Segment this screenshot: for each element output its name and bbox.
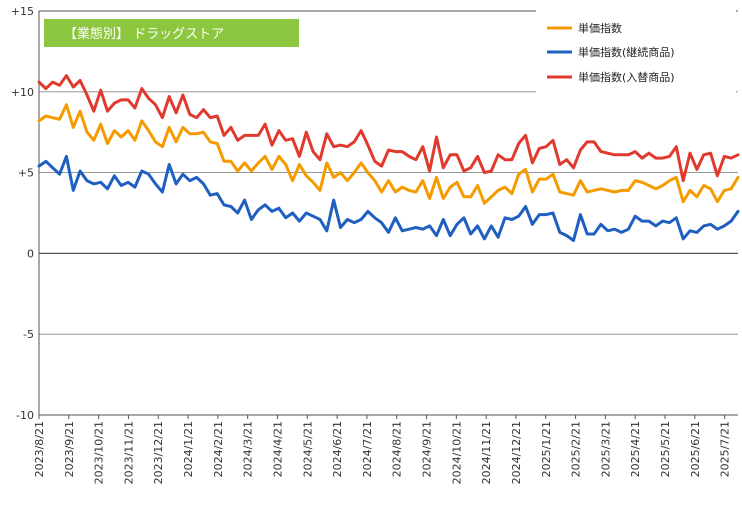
chart-title: 【業態別】 ドラッグストア	[64, 26, 224, 42]
y-tick-label-5: -10	[16, 409, 34, 422]
x-tick-label-12: 2024/8/21	[391, 421, 404, 477]
x-tick-label-9: 2024/5/21	[301, 421, 314, 477]
legend: 単価指数 単価指数(継続商品) 単価指数(入替商品)	[536, 8, 736, 94]
legend-label-2: 単価指数(入替商品)	[578, 70, 675, 84]
x-tick-label-19: 2025/3/21	[599, 421, 612, 477]
chart-title-background	[44, 19, 299, 47]
legend-item-0: 単価指数	[547, 21, 622, 35]
chart-title-box: 【業態別】 ドラッグストア	[44, 19, 299, 47]
y-tick-label-2: +5	[18, 167, 34, 180]
x-tick-label-17: 2025/1/21	[540, 421, 553, 477]
legend-label-1: 単価指数(継続商品)	[578, 45, 675, 59]
gridlines	[38, 10, 738, 416]
legend-item-2: 単価指数(入替商品)	[547, 70, 675, 84]
x-tick-label-22: 2025/6/21	[689, 421, 702, 477]
x-tick-label-20: 2025/4/21	[629, 421, 642, 477]
x-tick-label-3: 2023/11/21	[122, 421, 135, 484]
x-tick-label-18: 2025/2/21	[570, 421, 583, 477]
x-axis-ticks: 2023/8/21 2023/9/21 2023/10/21 2023/11/21 20…	[33, 415, 732, 484]
y-tick-label-3: 0	[27, 247, 34, 260]
series-line-2	[37, 74, 740, 183]
x-tick-label-15: 2024/11/21	[480, 421, 493, 484]
y-tick-label-4: -5	[23, 328, 34, 341]
x-tick-label-10: 2024/6/21	[331, 421, 344, 477]
series-lines	[37, 74, 740, 242]
series-line-0	[37, 103, 740, 205]
x-tick-label-11: 2024/7/21	[361, 421, 374, 477]
x-tick-label-7: 2024/3/21	[242, 421, 255, 477]
series-line-1	[37, 154, 740, 242]
y-tick-label-1: +10	[11, 86, 34, 99]
x-tick-label-6: 2024/2/21	[212, 421, 225, 477]
x-tick-label-8: 2024/4/21	[271, 421, 284, 477]
x-tick-label-23: 2025/7/21	[719, 421, 732, 477]
x-tick-label-14: 2024/10/21	[450, 421, 463, 484]
legend-label-0: 単価指数	[578, 21, 622, 35]
x-tick-label-5: 2024/1/21	[182, 421, 195, 477]
x-tick-label-2: 2023/10/21	[93, 421, 106, 484]
y-tick-label-0: +15	[11, 5, 34, 18]
x-tick-label-4: 2023/12/21	[152, 421, 165, 484]
x-tick-label-21: 2025/5/21	[659, 421, 672, 477]
legend-item-1: 単価指数(継続商品)	[547, 45, 675, 59]
x-tick-label-16: 2024/12/21	[510, 421, 523, 484]
y-axis-ticks: +15 +10 +5 0 -5 -10	[11, 5, 34, 422]
x-tick-label-13: 2024/9/21	[421, 421, 434, 477]
x-tick-label-0: 2023/8/21	[33, 421, 46, 477]
x-tick-label-1: 2023/9/21	[63, 421, 76, 477]
